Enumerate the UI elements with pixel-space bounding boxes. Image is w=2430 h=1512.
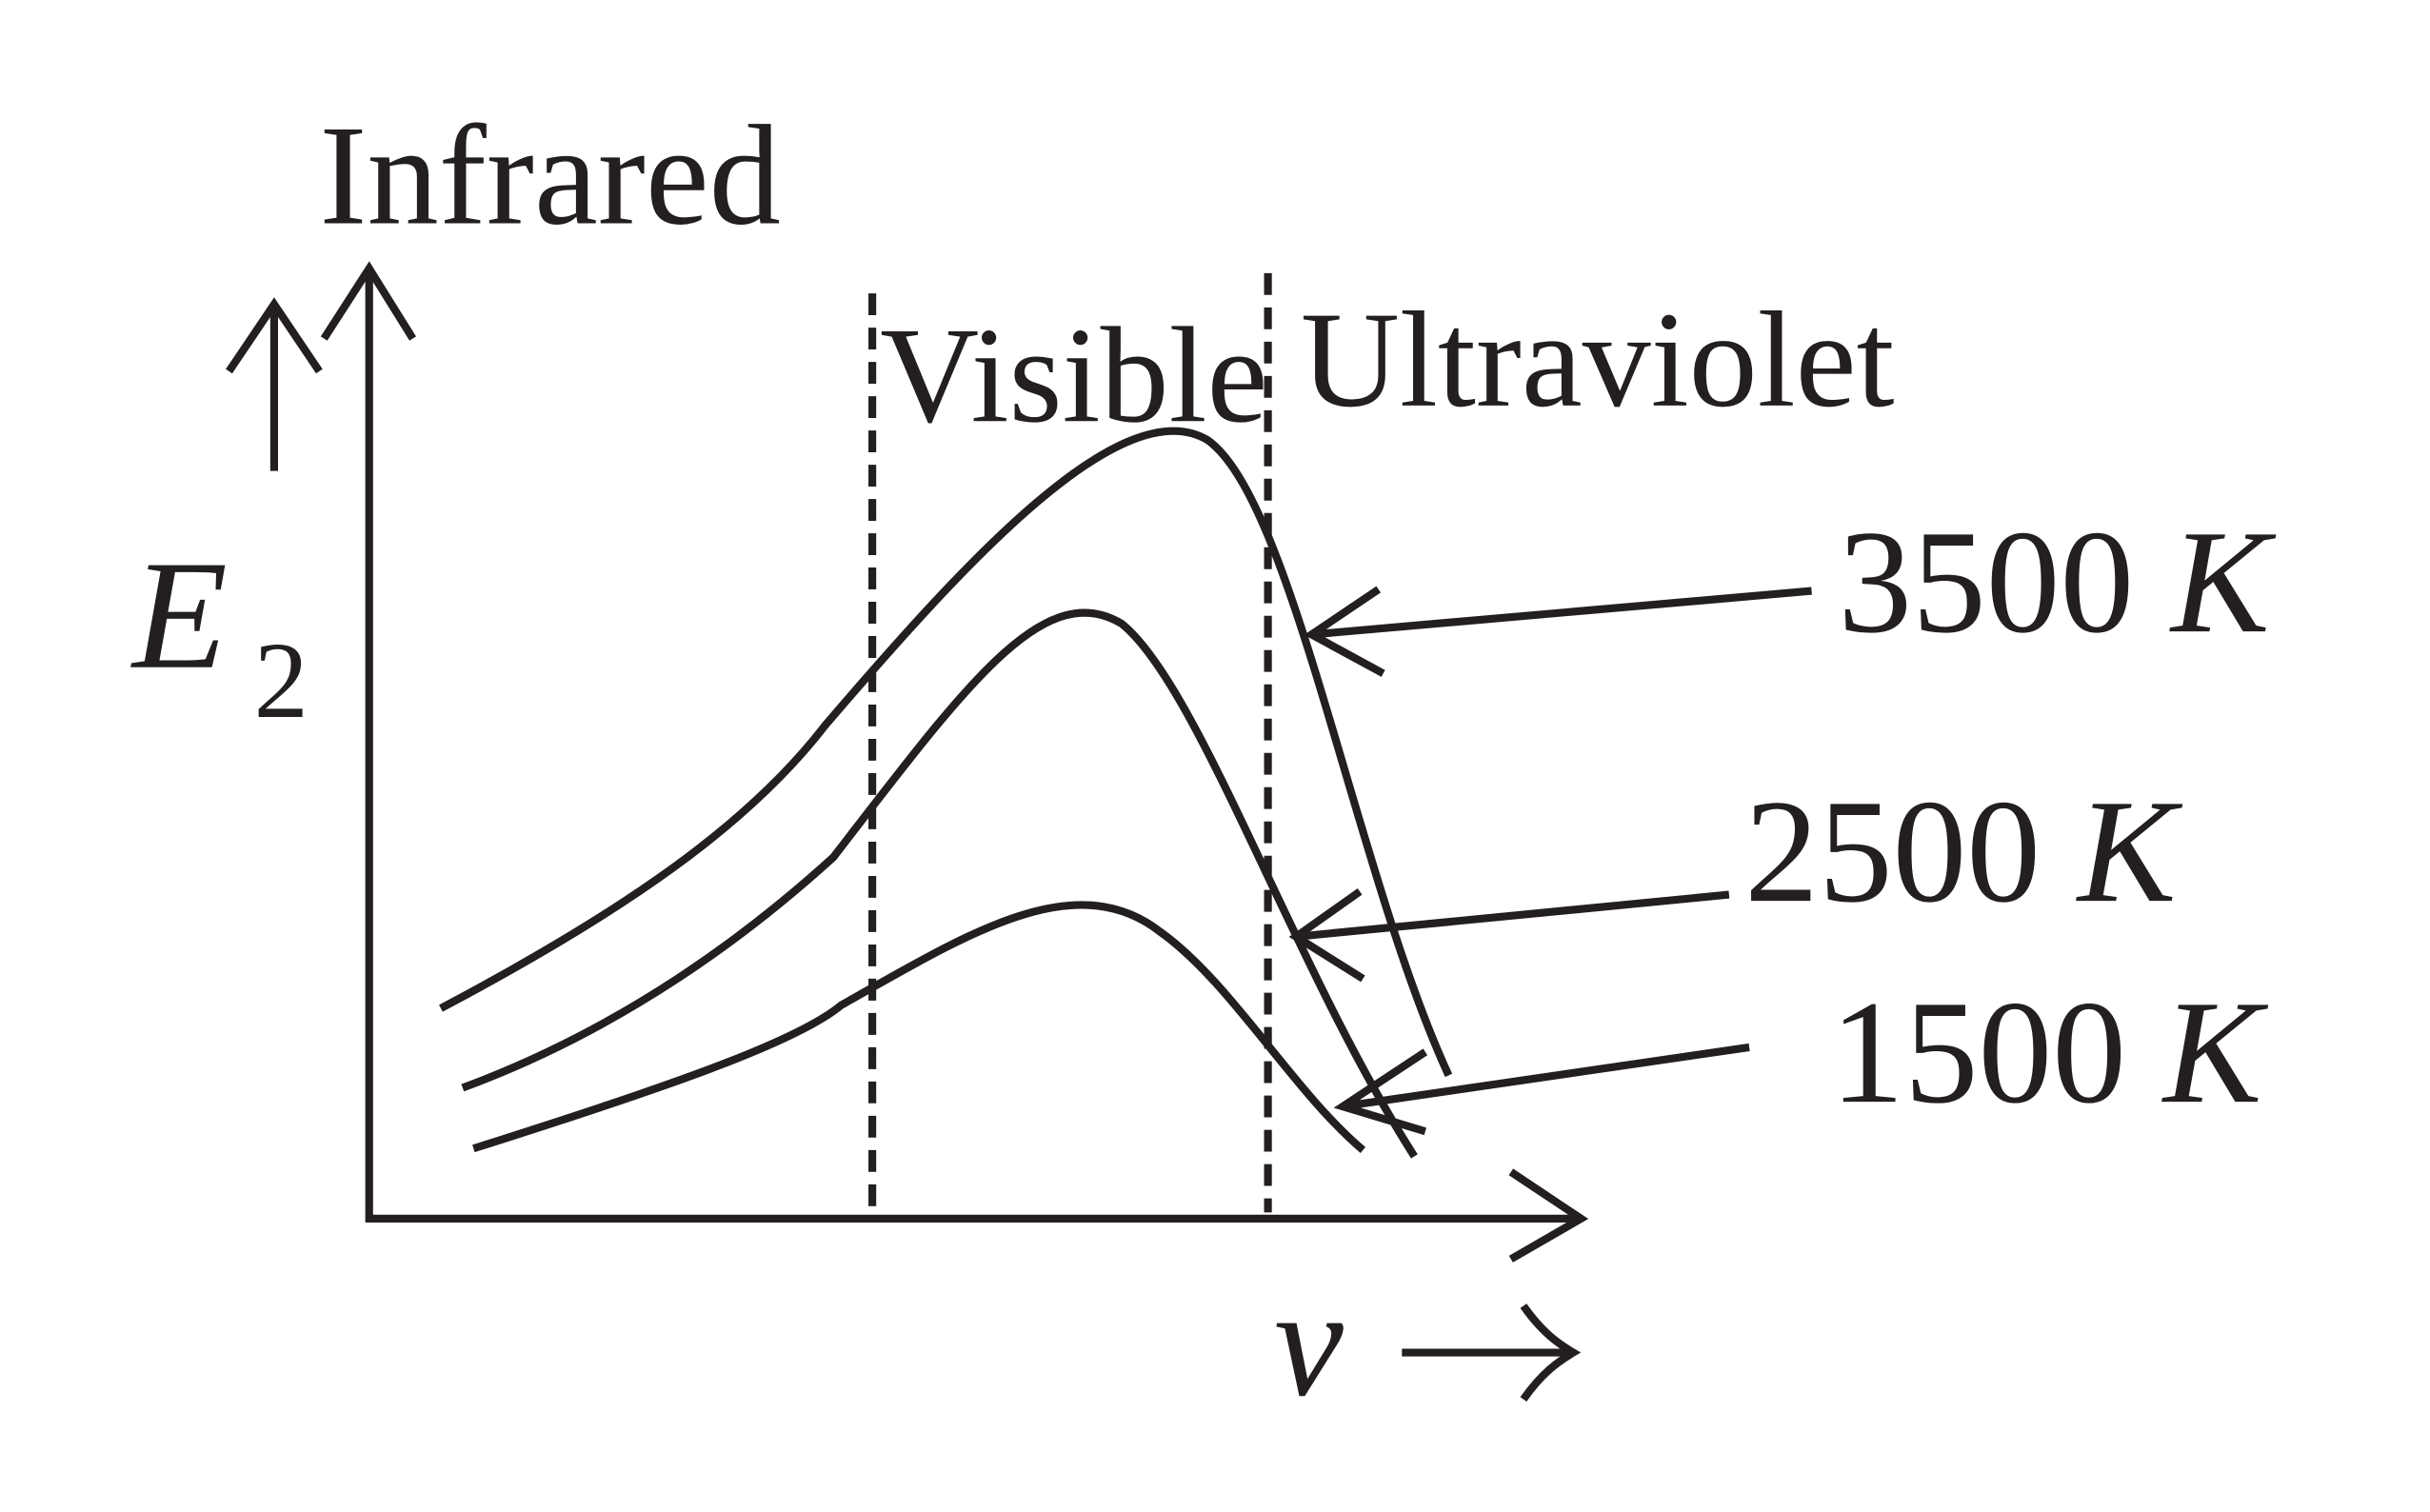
infrared-label: Infrared xyxy=(319,96,781,255)
pointer-head xyxy=(1304,586,1385,677)
curve-label: 2500 K xyxy=(1744,769,2183,933)
temperature: 1500 xyxy=(1830,970,2126,1134)
y-label-subscript: 2 xyxy=(254,620,309,741)
pointer-3500 xyxy=(1311,587,1812,639)
e-arrowhead xyxy=(226,297,323,374)
unit: K xyxy=(2169,500,2277,664)
y-label: E xyxy=(130,529,228,702)
pointer-2500 xyxy=(1295,890,1730,941)
temperature: 3500 xyxy=(1838,500,2134,664)
v-arrowhead xyxy=(1520,1303,1582,1402)
curve-2500 xyxy=(461,608,1418,1159)
curve-3500 xyxy=(439,427,1453,1078)
axes xyxy=(365,272,1582,1223)
x-arrowhead xyxy=(1508,1168,1589,1263)
curve-label: 1500 K xyxy=(1830,970,2269,1134)
visible-label: Visible xyxy=(880,300,1267,451)
temperature: 2500 xyxy=(1744,769,2041,933)
unit: K xyxy=(2161,970,2269,1134)
ultraviolet-label: Ultraviolet xyxy=(1301,285,1895,436)
curve-label: 3500 K xyxy=(1838,500,2277,664)
pointer-head xyxy=(1288,887,1365,983)
y-arrowhead xyxy=(320,261,416,341)
x-label: v xyxy=(1274,1257,1344,1429)
unit: K xyxy=(2076,769,2183,933)
curve-1500 xyxy=(472,901,1366,1154)
pointer-head xyxy=(1333,1048,1428,1136)
pointer-1500 xyxy=(1342,1043,1750,1111)
